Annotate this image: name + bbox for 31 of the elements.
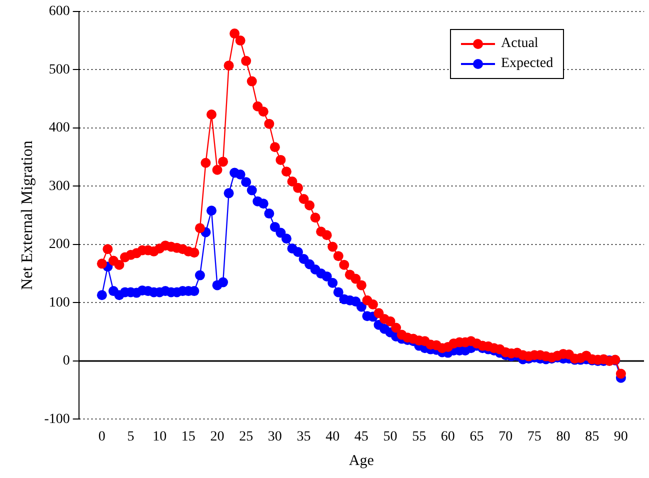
x-tick-label: 75	[527, 429, 542, 444]
x-tick-label: 25	[239, 429, 254, 444]
x-tick-label: 30	[268, 429, 282, 444]
y-tick-label: 100	[48, 295, 70, 310]
x-tick-label: 50	[383, 429, 398, 444]
y-tick-label: -100	[44, 412, 70, 427]
x-tick-label: 90	[614, 429, 628, 444]
x-tick-label: 55	[412, 429, 426, 444]
x-tick-label: 40	[326, 429, 340, 444]
y-tick-label: 0	[62, 354, 70, 369]
y-tick-label: 400	[48, 120, 70, 136]
x-tick-label: 35	[296, 429, 311, 444]
x-tick-label: 85	[585, 429, 600, 444]
x-tick-label: 0	[98, 429, 106, 444]
x-tick-label: 10	[152, 429, 167, 444]
x-tick-label: 65	[470, 429, 484, 444]
x-tick-label: 45	[354, 429, 368, 444]
y-tick-label: 200	[48, 237, 70, 252]
y-axis-title: Net External Migration	[18, 140, 36, 290]
y-tick-label: 300	[48, 178, 70, 194]
legend-label: Actual	[501, 36, 538, 52]
x-tick-label: 20	[210, 429, 224, 444]
y-tick-label: 500	[48, 62, 70, 78]
x-tick-label: 70	[498, 429, 513, 444]
x-tick-label: 60	[440, 429, 455, 444]
x-tick-label: 15	[181, 429, 196, 444]
x-tick-label: 80	[556, 429, 570, 444]
y-tick-label: 600	[48, 4, 70, 20]
x-axis-title: Age	[348, 452, 374, 469]
x-tick-label: 5	[127, 429, 134, 444]
legend-label: Expected	[501, 56, 554, 72]
